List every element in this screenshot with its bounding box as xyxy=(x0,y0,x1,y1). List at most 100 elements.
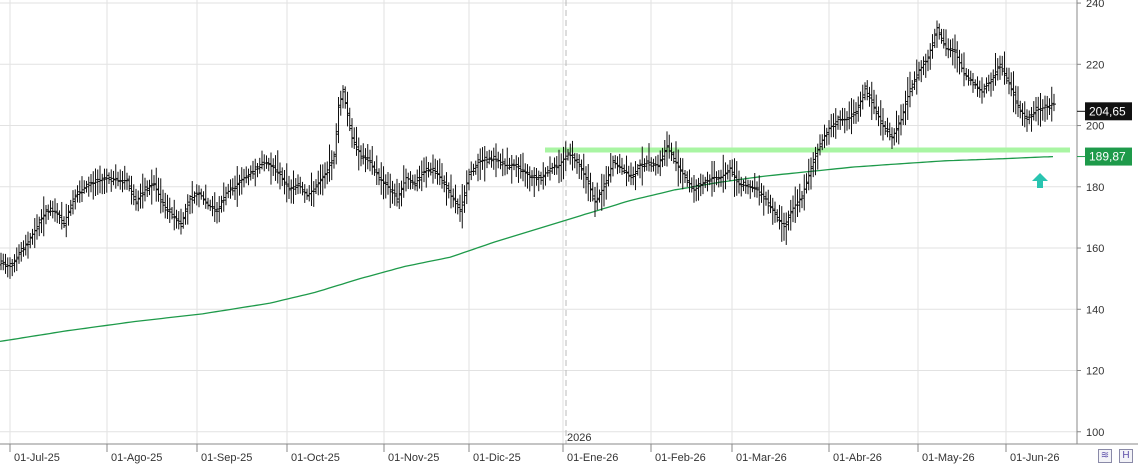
price-bar xyxy=(860,84,865,110)
price-bar xyxy=(46,204,51,220)
year-label: 2026 xyxy=(567,432,591,444)
price-bar xyxy=(640,146,645,186)
price-bar xyxy=(881,108,885,141)
last-price-label-bg xyxy=(1085,102,1132,121)
price-bar xyxy=(710,161,714,197)
price-bar xyxy=(728,160,732,182)
price-bar xyxy=(939,28,944,44)
price-bar xyxy=(1029,107,1034,132)
price-bar xyxy=(469,161,474,181)
price-bar xyxy=(602,174,606,207)
price-bar xyxy=(498,153,503,170)
price-bar xyxy=(442,175,447,193)
price-bar xyxy=(399,180,404,207)
price-bar xyxy=(766,189,771,214)
price-bar xyxy=(741,179,746,192)
price-bar xyxy=(291,170,296,204)
price-bar xyxy=(311,181,316,207)
price-bar xyxy=(336,96,341,144)
price-bar xyxy=(116,171,120,187)
price-bar xyxy=(64,203,69,238)
save-icon[interactable]: H xyxy=(1119,449,1133,463)
price-bar xyxy=(86,176,91,197)
price-bar xyxy=(523,163,528,187)
price-bar xyxy=(775,209,780,223)
price-bar xyxy=(658,150,663,177)
price-bar xyxy=(845,111,849,131)
price-bar xyxy=(386,171,390,195)
price-bar xyxy=(53,198,57,222)
price-bar xyxy=(35,214,39,240)
price-bar xyxy=(584,166,588,194)
price-bar xyxy=(80,176,84,202)
price-bar xyxy=(478,148,483,180)
price-bar xyxy=(989,72,993,97)
price-bar xyxy=(199,188,204,200)
price-bar xyxy=(570,140,575,171)
price-bar xyxy=(1045,95,1050,120)
price-bar xyxy=(827,120,831,145)
price-bar xyxy=(253,158,258,187)
price-bar xyxy=(28,232,33,249)
price-bar xyxy=(1047,98,1052,115)
price-bar xyxy=(343,86,348,109)
price-bar xyxy=(869,81,874,120)
price-bar xyxy=(615,156,620,175)
price-bar xyxy=(599,173,604,211)
price-bar xyxy=(896,115,901,145)
price-bar xyxy=(415,169,420,192)
price-bar xyxy=(181,212,186,229)
price-bar xyxy=(332,151,336,169)
price-bar xyxy=(968,70,973,86)
price-bar xyxy=(656,154,660,174)
image-icon[interactable]: ≋ xyxy=(1098,449,1112,463)
price-bar xyxy=(368,149,372,172)
price-bar xyxy=(500,148,505,177)
price-bar xyxy=(329,150,334,181)
price-bar xyxy=(554,156,559,175)
moving-average-line xyxy=(0,155,1054,343)
price-bar xyxy=(471,163,476,176)
x-tick-label: 01-Dic-25 xyxy=(473,452,521,464)
price-bar xyxy=(397,182,402,210)
price-bar xyxy=(878,100,883,136)
price-bar xyxy=(487,149,492,165)
price-bar xyxy=(836,115,840,130)
price-bar xyxy=(147,179,152,196)
price-bar xyxy=(424,156,429,188)
price-bar xyxy=(408,171,413,190)
price-bar xyxy=(757,175,762,206)
price-bar xyxy=(856,96,861,122)
price-bar xyxy=(23,234,28,256)
price-bar xyxy=(494,143,498,178)
price-bar xyxy=(971,72,975,93)
price-bar xyxy=(737,170,741,194)
price-bar xyxy=(145,180,150,198)
price-bar xyxy=(703,176,708,189)
price-bar xyxy=(75,185,80,203)
price-bar xyxy=(926,49,930,72)
y-tick-label: 200 xyxy=(1086,121,1104,133)
price-bar xyxy=(980,77,984,104)
price-bar xyxy=(154,167,159,202)
price-bar xyxy=(795,189,800,218)
price-bar xyxy=(516,157,521,183)
price-bar xyxy=(876,106,881,127)
price-bar xyxy=(995,58,1000,81)
price-bar xyxy=(894,110,899,143)
price-bar xyxy=(887,122,892,141)
price-bar xyxy=(260,150,264,170)
price-bar xyxy=(17,244,21,264)
price-bar xyxy=(104,168,109,193)
price-bar xyxy=(228,179,233,199)
price-bar xyxy=(428,162,433,176)
price-bar xyxy=(536,170,541,192)
price-bar xyxy=(669,142,674,161)
price-bar xyxy=(683,170,687,183)
price-bar xyxy=(712,160,717,193)
price-bar xyxy=(950,38,955,66)
price-bar xyxy=(977,80,982,98)
x-tick-label: 01-Abr-26 xyxy=(833,452,882,464)
price-bar xyxy=(21,240,26,257)
